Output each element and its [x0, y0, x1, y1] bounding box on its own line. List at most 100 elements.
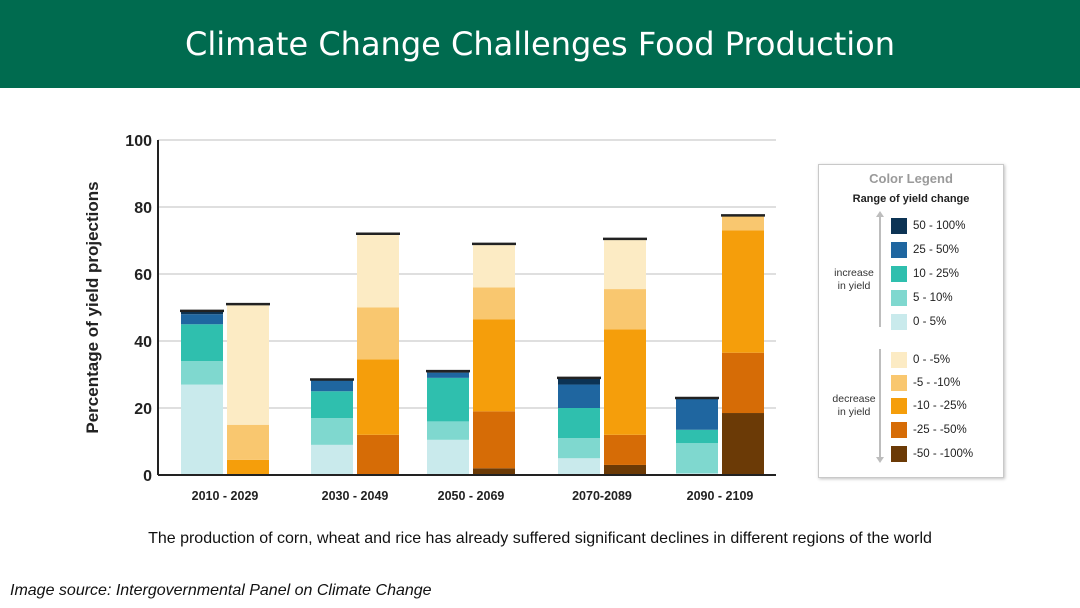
legend-item: -50 - -100% — [891, 445, 973, 462]
x-tick-label: 2050 - 2069 — [438, 489, 505, 503]
increase-arrow — [879, 215, 881, 327]
legend-item: -25 - -50% — [891, 421, 967, 438]
arrow-up-icon — [876, 211, 884, 217]
legend-swatch — [891, 421, 907, 438]
legend-label: 0 - 5% — [913, 315, 947, 328]
bar-segment-increase — [311, 379, 353, 392]
bar-segment-decrease — [473, 319, 515, 412]
bar-segment-increase — [427, 377, 469, 422]
bar-segment-decrease — [357, 359, 399, 435]
legend-subtitle: Range of yield change — [852, 193, 970, 205]
bar-segment-decrease — [357, 434, 399, 475]
legend-title: Color Legend — [869, 171, 953, 186]
bar-segment-increase — [676, 429, 718, 444]
bar-segment-increase — [311, 391, 353, 419]
bar-segment-increase — [181, 310, 223, 315]
color-legend: Color Legend Range of yield change incre… — [818, 164, 1004, 478]
bar-segment-decrease — [722, 413, 764, 475]
decrease-group-label: decrease in yield — [825, 393, 883, 419]
stacked-bar-chart: 0 20 40 60 80 100 Percentage of yield projecti… — [83, 133, 776, 503]
increase-group-label: increase in yield — [825, 267, 883, 293]
legend-item: 50 - 100% — [891, 217, 965, 234]
legend-swatch — [891, 217, 907, 234]
y-tick-label: 40 — [134, 334, 152, 351]
legend-item: -10 - -25% — [891, 397, 967, 414]
bar-segment-decrease — [227, 424, 269, 460]
bar-segment-increase — [558, 408, 600, 439]
page-title: Climate Change Challenges Food Productio… — [185, 25, 895, 63]
y-axis-label: Percentage of yield projections — [83, 181, 102, 433]
bar-segment-increase — [427, 372, 469, 378]
bar-segment-decrease — [473, 287, 515, 320]
bar-segment-increase — [427, 439, 469, 475]
bar-segment-increase — [676, 397, 718, 430]
bar-segment-decrease — [473, 468, 515, 475]
bar-segment-decrease — [473, 411, 515, 469]
y-tick-label: 20 — [134, 401, 152, 418]
bar-segment-increase — [311, 418, 353, 445]
legend-label: -5 - -10% — [913, 376, 961, 389]
bar-segment-increase — [558, 438, 600, 459]
bar-segment-increase — [558, 458, 600, 475]
x-tick-label: 2070-2089 — [572, 489, 632, 503]
x-tick-label: 2090 - 2109 — [687, 489, 754, 503]
bar-segment-decrease — [604, 329, 646, 435]
legend-swatch — [891, 351, 907, 368]
legend-swatch — [891, 265, 907, 282]
bar-segment-decrease — [722, 215, 764, 231]
legend-swatch — [891, 241, 907, 258]
image-source: Image source: Intergovernmental Panel on… — [10, 582, 432, 599]
legend-label: -10 - -25% — [913, 399, 967, 412]
bar-segment-increase — [427, 421, 469, 440]
decrease-label-line1: decrease — [832, 393, 876, 405]
legend-item: 25 - 50% — [891, 241, 959, 258]
legend-item: -5 - -10% — [891, 374, 960, 391]
y-tick-label: 100 — [125, 133, 152, 150]
bar-segment-decrease — [604, 289, 646, 330]
bar-segment-decrease — [227, 304, 269, 425]
bar-segment-increase — [181, 361, 223, 385]
legend-item: 5 - 10% — [891, 289, 953, 306]
legend-item: 10 - 25% — [891, 265, 959, 282]
legend-label: 5 - 10% — [913, 291, 953, 304]
bar-segment-decrease — [357, 233, 399, 308]
bar-segment-increase — [181, 384, 223, 475]
legend-item: 0 - 5% — [891, 313, 946, 330]
x-tick-label: 2010 - 2029 — [192, 489, 259, 503]
increase-label-line1: increase — [834, 267, 874, 279]
decrease-label-line2: in yield — [837, 406, 871, 418]
y-tick-label: 60 — [134, 267, 152, 284]
bar-segment-increase — [558, 377, 600, 385]
bar-segment-decrease — [473, 243, 515, 288]
legend-swatch — [891, 313, 907, 330]
legend-item: 0 - -5% — [891, 351, 950, 368]
bar-segment-decrease — [722, 352, 764, 414]
bar-segment-decrease — [604, 434, 646, 465]
bar-segment-decrease — [227, 459, 269, 475]
legend-label: 50 - 100% — [913, 219, 966, 232]
bar-segment-increase — [181, 314, 223, 325]
bar-segment-increase — [311, 444, 353, 475]
bar-segment-increase — [181, 324, 223, 362]
legend-swatch — [891, 374, 907, 391]
y-tick-label: 0 — [143, 468, 152, 485]
decrease-arrow — [879, 349, 881, 459]
bar-segment-decrease — [357, 307, 399, 360]
bar-segment-decrease — [722, 230, 764, 353]
bar-segment-increase — [676, 443, 718, 474]
legend-label: -50 - -100% — [913, 447, 974, 460]
legend-swatch — [891, 445, 907, 462]
legend-label: 0 - -5% — [913, 353, 951, 366]
header-banner: Climate Change Challenges Food Productio… — [0, 0, 1080, 88]
bar-segment-decrease — [604, 464, 646, 475]
legend-label: 10 - 25% — [913, 267, 960, 280]
y-tick-label: 80 — [134, 200, 152, 217]
x-tick-label: 2030 - 2049 — [322, 489, 389, 503]
legend-label: 25 - 50% — [913, 243, 960, 256]
bar-segment-increase — [558, 384, 600, 408]
arrow-down-icon — [876, 457, 884, 463]
legend-label: -25 - -50% — [913, 423, 967, 436]
caption: The production of corn, wheat and rice h… — [148, 530, 932, 547]
legend-swatch — [891, 397, 907, 414]
increase-label-line2: in yield — [837, 280, 871, 292]
